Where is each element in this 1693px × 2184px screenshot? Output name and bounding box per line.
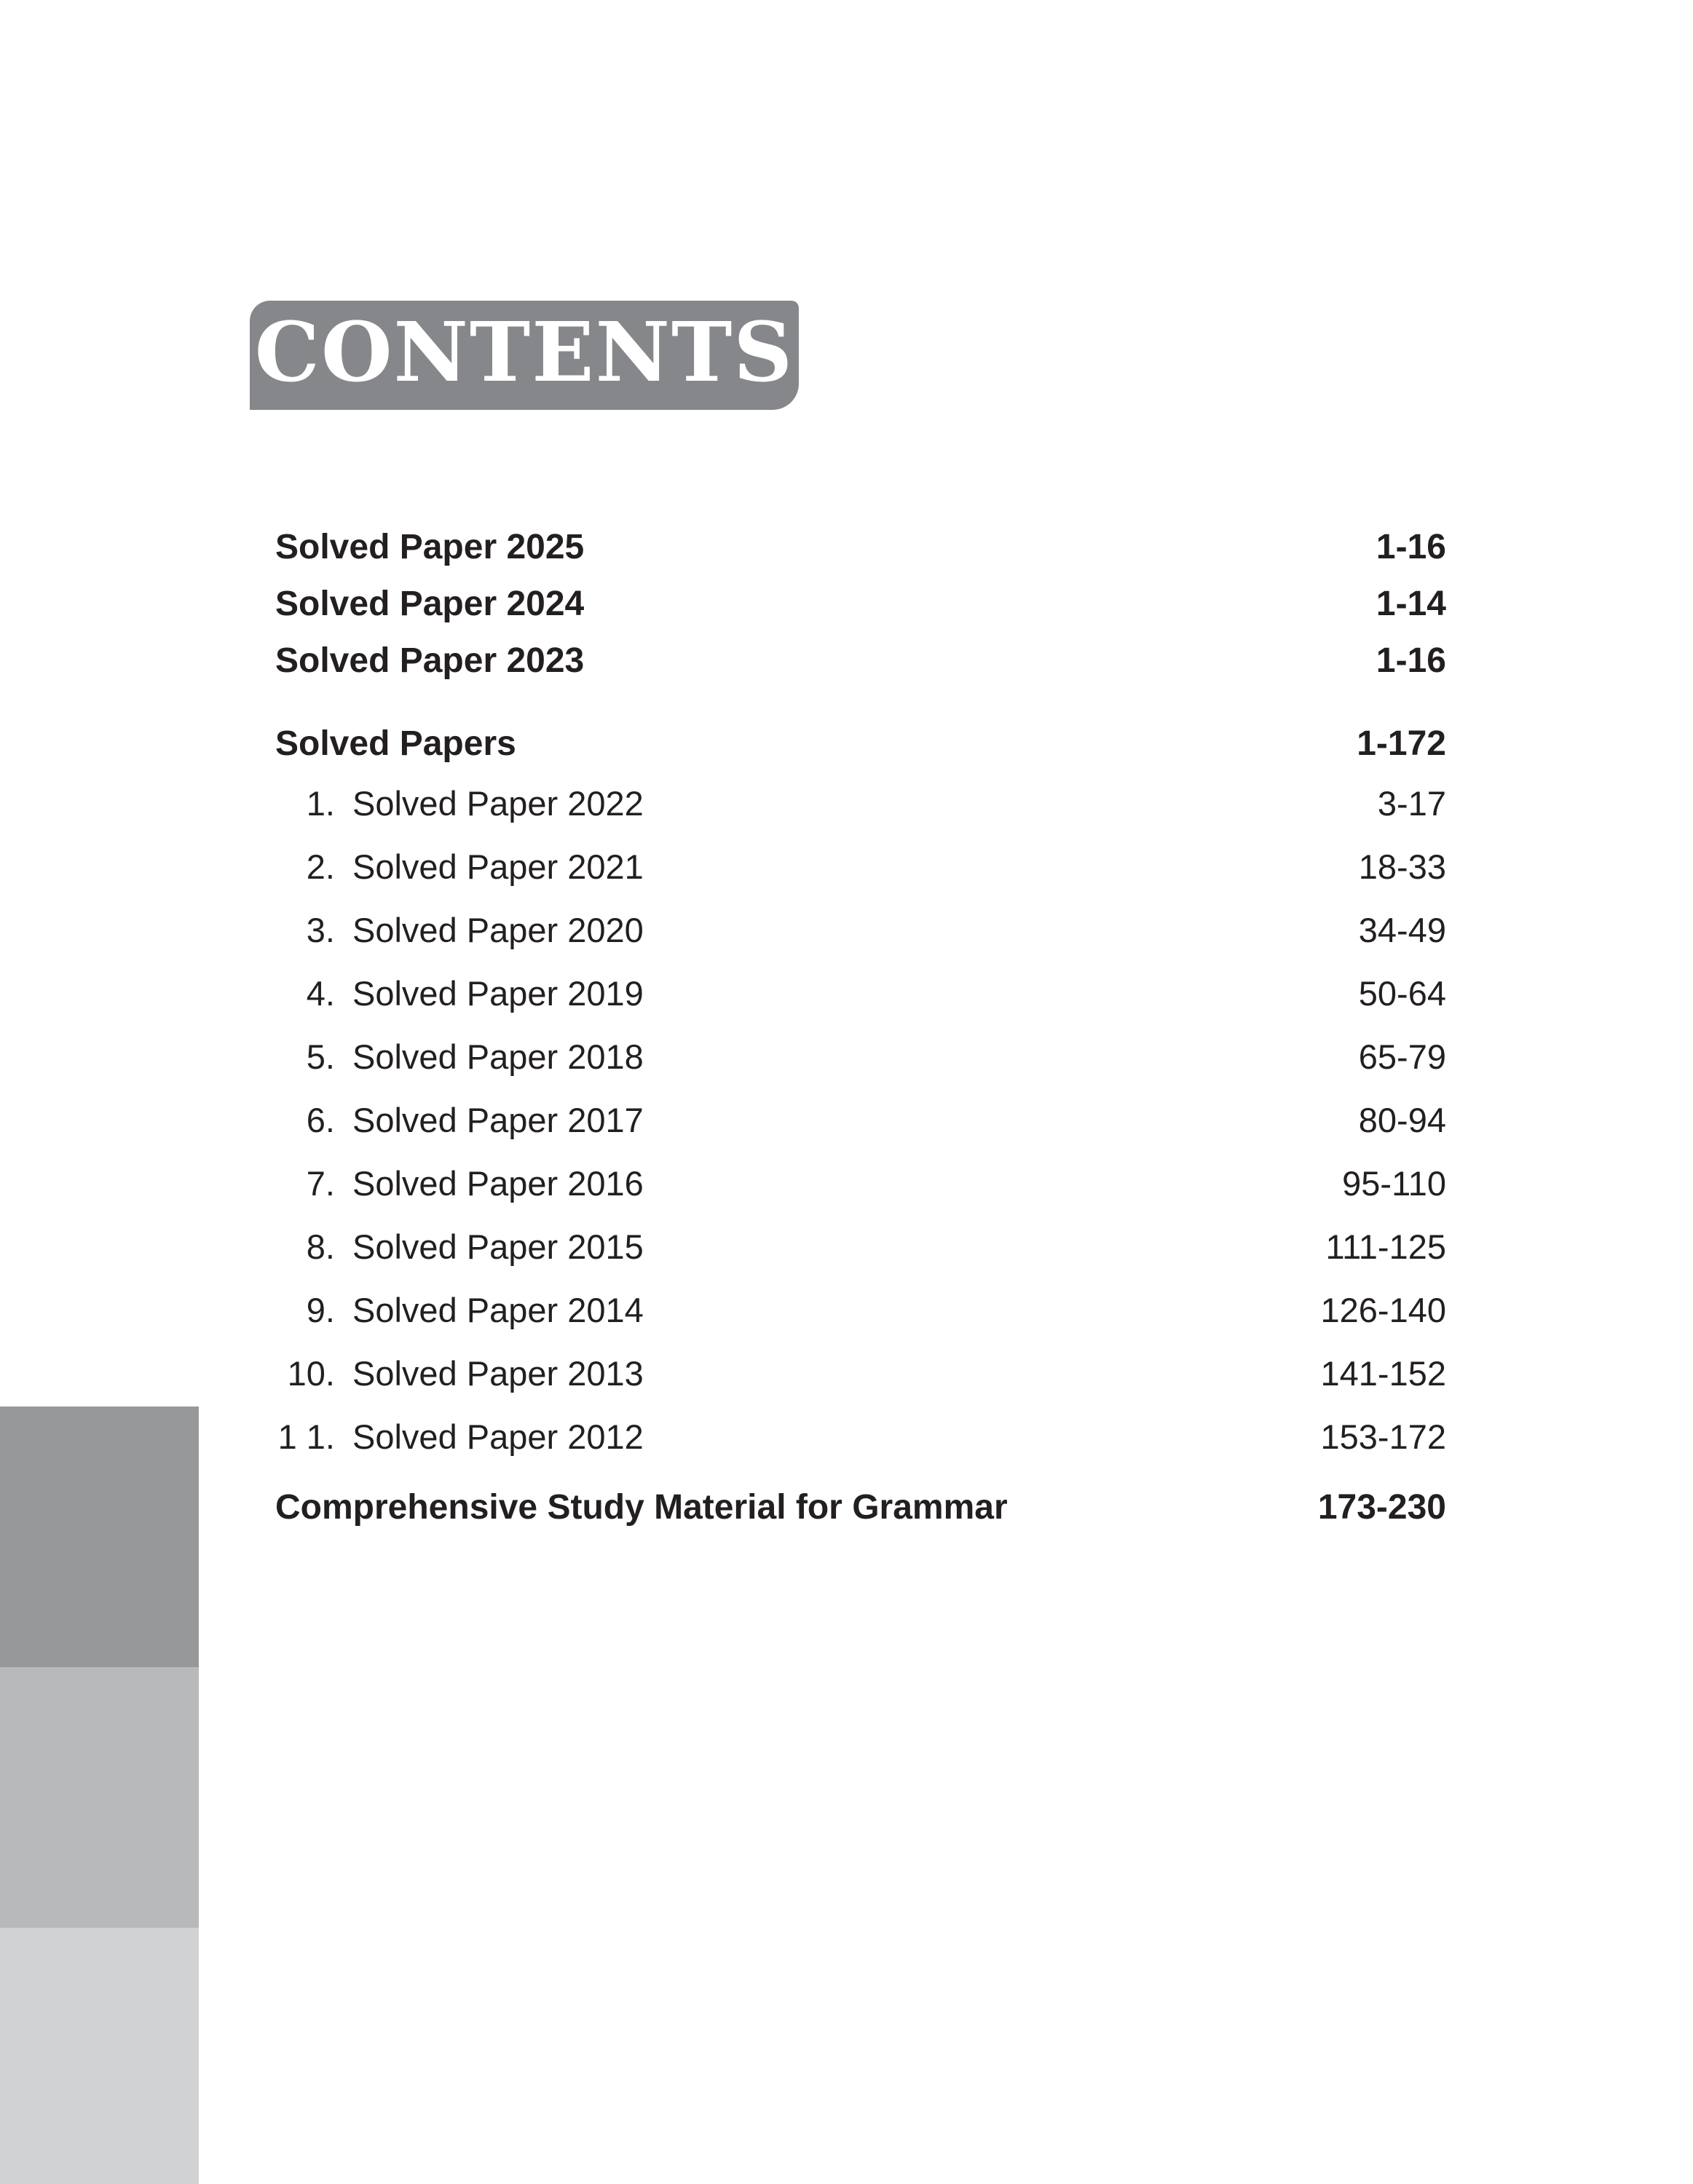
entry-label: Solved Paper 2025 (275, 527, 585, 566)
entry-pages: 1-16 (1376, 641, 1446, 680)
entry-number: 5. (306, 1037, 335, 1076)
entry-number: 3. (306, 911, 335, 949)
toc-section-solved-papers: Solved Papers 1-172 (275, 715, 1446, 772)
page-title: CONTENTS (254, 305, 794, 400)
entry-label: Solved Paper 2020 (352, 911, 644, 949)
entry-pages: 18-33 (1358, 847, 1446, 886)
entry-label: Solved Paper 2016 (352, 1164, 644, 1203)
toc-entry-solved-paper-2023: Solved Paper 2023 1-16 (275, 632, 1446, 689)
toc-entry-grammar-study-material: Comprehensive Study Material for Grammar… (275, 1479, 1446, 1535)
edge-tone-block-medium (0, 1667, 199, 1928)
entry-label: Solved Paper 2022 (352, 784, 644, 823)
edge-tone-block-light (0, 1928, 199, 2184)
entry-pages: 141-152 (1320, 1354, 1447, 1393)
entry-number: 4. (306, 974, 335, 1013)
entry-label: Solved Paper 2024 (275, 584, 585, 623)
entry-label: Solved Paper 2012 (352, 1417, 644, 1456)
entry-pages: 173-230 (1317, 1487, 1446, 1527)
toc-item-6: 6. Solved Paper 2017 80-94 (275, 1088, 1446, 1152)
entry-pages: 1-16 (1376, 527, 1446, 566)
section-label: Solved Papers (275, 724, 516, 763)
entry-number: 7. (306, 1164, 335, 1203)
entry-number: 2. (306, 847, 335, 886)
toc-item-5: 5. Solved Paper 2018 65-79 (275, 1025, 1446, 1088)
entry-pages: 50-64 (1358, 974, 1446, 1013)
entry-label: Solved Paper 2015 (352, 1227, 644, 1266)
entry-number: 8. (306, 1227, 335, 1266)
contents-title-box: CONTENTS (250, 301, 799, 410)
entry-number: 9. (306, 1291, 335, 1329)
entry-pages: 126-140 (1320, 1291, 1447, 1329)
entry-pages: 34-49 (1358, 911, 1446, 949)
toc-item-10: 10. Solved Paper 2013 141-152 (275, 1342, 1446, 1405)
entry-pages: 80-94 (1358, 1101, 1446, 1139)
toc-item-4: 4. Solved Paper 2019 50-64 (275, 962, 1446, 1025)
entry-label: Comprehensive Study Material for Grammar (275, 1487, 1008, 1527)
edge-tone-block-dark (0, 1406, 199, 1667)
toc-item-1: 1. Solved Paper 2022 3-17 (275, 772, 1446, 835)
entry-number: 6. (306, 1101, 335, 1139)
toc-entry-solved-paper-2025: Solved Paper 2025 1-16 (275, 518, 1446, 575)
toc-item-3: 3. Solved Paper 2020 34-49 (275, 898, 1446, 962)
toc-item-9: 9. Solved Paper 2014 126-140 (275, 1278, 1446, 1342)
entry-label: Solved Paper 2019 (352, 974, 644, 1013)
entry-pages: 3-17 (1377, 784, 1446, 823)
entry-label: Solved Paper 2021 (352, 847, 644, 886)
section-pages: 1-172 (1357, 724, 1446, 763)
entry-pages: 111-125 (1325, 1227, 1446, 1266)
toc-entry-solved-paper-2024: Solved Paper 2024 1-14 (275, 575, 1446, 632)
entry-label: Solved Paper 2013 (352, 1354, 644, 1393)
table-of-contents: Solved Paper 2025 1-16 Solved Paper 2024… (275, 518, 1446, 1535)
entry-number: 1. (306, 784, 335, 823)
toc-item-2: 2. Solved Paper 2021 18-33 (275, 835, 1446, 898)
entry-label: Solved Paper 2023 (275, 641, 585, 680)
entry-label: Solved Paper 2018 (352, 1037, 644, 1076)
toc-item-8: 8. Solved Paper 2015 111-125 (275, 1215, 1446, 1278)
entry-pages: 65-79 (1358, 1037, 1446, 1076)
entry-label: Solved Paper 2014 (352, 1291, 644, 1329)
entry-number: 1 1. (277, 1417, 335, 1456)
entry-pages: 95-110 (1342, 1164, 1446, 1203)
entry-pages: 153-172 (1320, 1417, 1447, 1456)
entry-number: 10. (287, 1354, 335, 1393)
entry-pages: 1-14 (1376, 584, 1446, 623)
entry-label: Solved Paper 2017 (352, 1101, 644, 1139)
toc-item-11: 1 1. Solved Paper 2012 153-172 (275, 1405, 1446, 1468)
toc-item-7: 7. Solved Paper 2016 95-110 (275, 1152, 1446, 1215)
